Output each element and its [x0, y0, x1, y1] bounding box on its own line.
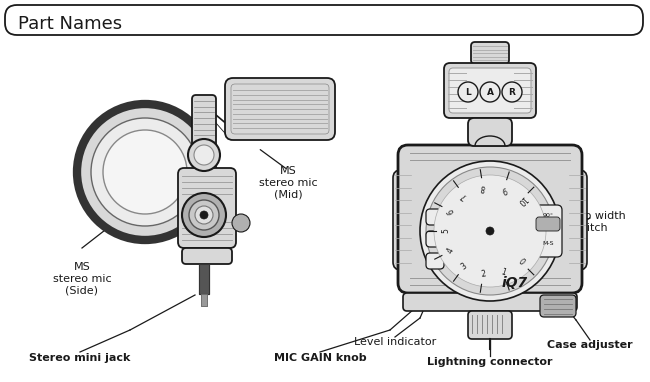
- Text: 8: 8: [480, 183, 486, 193]
- Text: 10: 10: [515, 193, 528, 207]
- Circle shape: [103, 130, 187, 214]
- Text: 9: 9: [500, 184, 507, 194]
- Text: Lightning connector: Lightning connector: [427, 357, 552, 367]
- Circle shape: [194, 145, 214, 165]
- FancyBboxPatch shape: [534, 205, 562, 257]
- Text: 3: 3: [460, 262, 469, 272]
- Text: L: L: [465, 87, 471, 97]
- Circle shape: [486, 227, 494, 235]
- Text: Stereo width
switch: Stereo width switch: [554, 211, 625, 233]
- FancyBboxPatch shape: [182, 248, 232, 264]
- Circle shape: [91, 118, 199, 226]
- FancyBboxPatch shape: [444, 63, 536, 118]
- Circle shape: [420, 161, 560, 301]
- FancyBboxPatch shape: [398, 145, 582, 293]
- FancyBboxPatch shape: [449, 68, 531, 113]
- FancyBboxPatch shape: [225, 78, 335, 140]
- Text: MS
stereo mic
(Mid): MS stereo mic (Mid): [259, 167, 317, 200]
- FancyBboxPatch shape: [567, 170, 587, 270]
- Text: Stereo mini jack: Stereo mini jack: [29, 353, 131, 363]
- Circle shape: [182, 193, 226, 237]
- Text: Case adjuster: Case adjuster: [547, 340, 633, 350]
- Text: 2: 2: [480, 270, 486, 279]
- Text: 90°: 90°: [543, 212, 554, 217]
- Text: MIC GAIN knob: MIC GAIN knob: [274, 353, 367, 363]
- Text: A: A: [486, 87, 493, 97]
- FancyBboxPatch shape: [536, 217, 560, 231]
- Circle shape: [188, 139, 220, 171]
- Text: 120°: 120°: [541, 227, 556, 231]
- FancyBboxPatch shape: [192, 95, 216, 150]
- Circle shape: [232, 214, 250, 232]
- FancyBboxPatch shape: [426, 253, 444, 269]
- FancyBboxPatch shape: [5, 5, 643, 35]
- Text: MS
stereo mic
(Side): MS stereo mic (Side): [53, 262, 111, 295]
- FancyBboxPatch shape: [393, 170, 413, 270]
- Text: 1: 1: [500, 268, 507, 278]
- FancyBboxPatch shape: [468, 311, 512, 339]
- Circle shape: [195, 206, 213, 224]
- FancyBboxPatch shape: [471, 42, 509, 64]
- FancyBboxPatch shape: [540, 295, 576, 317]
- Circle shape: [189, 200, 219, 230]
- Bar: [199, 264, 209, 294]
- Text: M-S: M-S: [542, 241, 554, 246]
- FancyBboxPatch shape: [426, 209, 444, 225]
- Circle shape: [426, 167, 554, 295]
- FancyBboxPatch shape: [426, 231, 444, 247]
- Circle shape: [434, 175, 546, 287]
- Circle shape: [480, 82, 500, 102]
- FancyBboxPatch shape: [403, 293, 577, 311]
- Text: 0: 0: [516, 257, 526, 267]
- Text: Part Names: Part Names: [18, 15, 122, 33]
- Text: R: R: [508, 87, 515, 97]
- FancyBboxPatch shape: [178, 168, 236, 248]
- Circle shape: [77, 104, 213, 240]
- Circle shape: [458, 82, 478, 102]
- Text: Level indicator: Level indicator: [354, 337, 436, 347]
- Text: 6: 6: [446, 207, 456, 215]
- FancyBboxPatch shape: [468, 118, 512, 146]
- Text: iQ7: iQ7: [502, 276, 528, 290]
- Text: 7: 7: [460, 190, 469, 201]
- Circle shape: [200, 211, 208, 219]
- Text: 5: 5: [441, 228, 450, 233]
- Circle shape: [502, 82, 522, 102]
- Text: 4: 4: [446, 247, 456, 255]
- Bar: [201, 294, 207, 306]
